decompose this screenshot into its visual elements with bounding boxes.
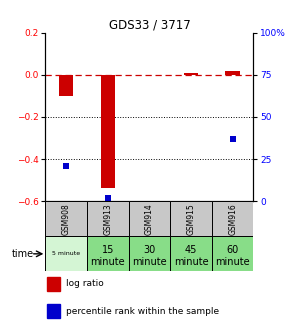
Bar (100, 75, 115, 188)
Bar (129, 201, 170, 236)
Text: GSM908: GSM908 (62, 203, 71, 234)
Text: minute: minute (132, 257, 167, 267)
Bar (45, 236, 87, 271)
Text: GSM916: GSM916 (228, 203, 237, 234)
Bar (212, 236, 253, 271)
Text: 30: 30 (143, 245, 156, 255)
Text: GSM915: GSM915 (187, 203, 195, 234)
Bar (59, 75, 74, 96)
Text: minute: minute (215, 257, 250, 267)
Bar (47, 304, 60, 318)
Text: minute: minute (91, 257, 125, 267)
Bar (212, 201, 253, 236)
Bar (129, 236, 170, 271)
Text: GSM914: GSM914 (145, 203, 154, 234)
Text: 15: 15 (102, 245, 114, 255)
Bar (87, 236, 129, 271)
Text: 5 minute: 5 minute (52, 251, 80, 256)
Text: GSM913: GSM913 (103, 203, 112, 234)
Bar (87, 201, 129, 236)
Text: time: time (11, 249, 34, 259)
Bar (45, 201, 87, 236)
Text: 45: 45 (185, 245, 197, 255)
Text: log ratio: log ratio (66, 280, 104, 288)
Bar (170, 236, 212, 271)
Text: 60: 60 (226, 245, 239, 255)
Text: minute: minute (174, 257, 208, 267)
Bar (225, 71, 240, 75)
Text: percentile rank within the sample: percentile rank within the sample (66, 307, 219, 316)
Bar (170, 201, 212, 236)
Title: GDS33 / 3717: GDS33 / 3717 (108, 19, 190, 31)
Bar (184, 73, 198, 75)
Bar (47, 277, 60, 291)
